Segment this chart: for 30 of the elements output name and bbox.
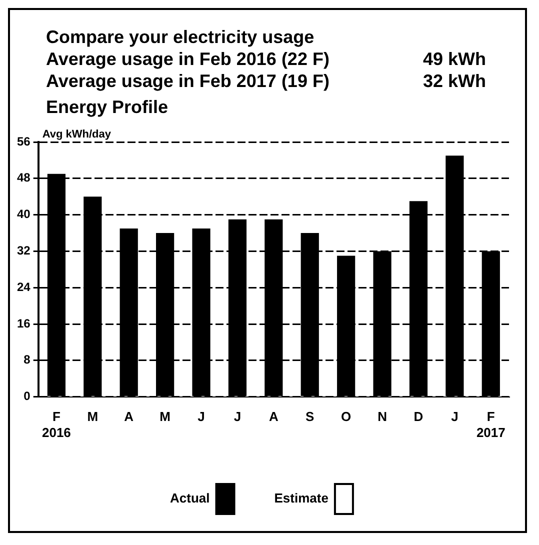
text: 32 kWh [422,70,486,92]
chart-subtitle: Energy Profile [46,96,170,118]
x-tick-label: F 2016 [42,409,71,440]
y-tick-label: 48 [16,170,31,185]
x-tick-label: J [198,409,205,424]
x-tick-label: J [234,409,242,424]
legend-label: Estimate [274,490,328,506]
y-tick-label: 40 [16,207,31,222]
x-tick-label: N [378,409,387,424]
x-tick-label: A [124,409,134,424]
x-tick-label: S [306,409,315,424]
legend-label: Actual [170,490,210,506]
y-tick-label: 16 [16,316,31,330]
y-tick-label: 8 [24,352,31,367]
x-tick-label: O [341,409,352,424]
chart-title: Compare your electricity usage [46,26,316,48]
x-tick-label: F 2017 [476,409,506,440]
y-axis-title: Avg kWh/day [42,128,112,141]
y-tick-label: 0 [24,389,31,404]
text: Average usage in Feb 2016 (22 F) [46,48,330,70]
x-tick-label: M [87,409,98,424]
x-tick-label: J [451,409,458,424]
x-tick-label: M [160,409,170,424]
y-tick-label: 32 [16,244,31,258]
x-tick-label: D [414,409,424,424]
x-tick-label: A [268,409,279,424]
y-tick-label: 56 [16,134,31,148]
y-tick-label: 24 [16,280,31,294]
text: Average usage in Feb 2017 (19 F) [46,70,330,92]
text: 49 kWh [422,48,486,70]
